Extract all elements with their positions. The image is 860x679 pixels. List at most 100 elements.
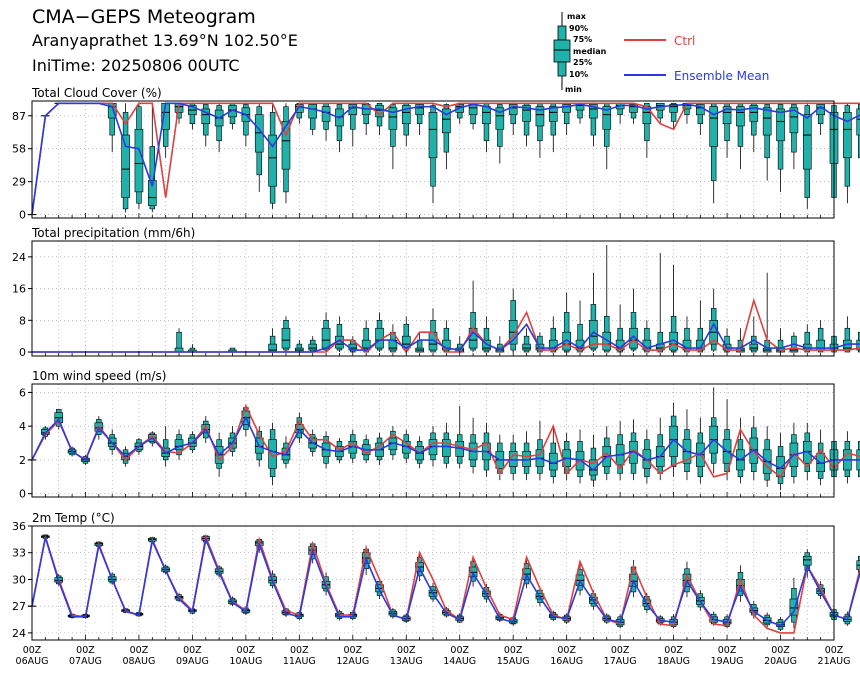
- box-inner: [602, 331, 612, 351]
- box-inner: [535, 106, 545, 127]
- box-inner: [856, 339, 860, 351]
- x-date-label: 18AUG: [657, 656, 690, 667]
- legend-p75-label: 75%: [573, 35, 592, 44]
- box-inner: [843, 112, 852, 159]
- x-hour-label: 00Z: [557, 645, 576, 656]
- panel-title: 2m Temp (°C): [32, 511, 115, 525]
- y-tick-label: 2: [19, 454, 26, 467]
- box-inner: [709, 106, 719, 147]
- box-inner: [281, 327, 291, 349]
- box-inner: [749, 343, 759, 351]
- x-hour-label: 00Z: [23, 645, 42, 656]
- x-hour-label: 00Z: [343, 645, 362, 656]
- y-tick-label: 4: [19, 420, 26, 433]
- x-hour-label: 00Z: [237, 645, 256, 656]
- legend-min-label: min: [565, 85, 582, 94]
- x-date-label: 07AUG: [69, 656, 102, 667]
- y-tick-label: 33: [12, 547, 26, 560]
- legend-max-label: max: [567, 12, 587, 21]
- x-hour-label: 00Z: [504, 645, 523, 656]
- y-tick-label: 24: [12, 627, 26, 640]
- box-inner: [442, 108, 451, 134]
- legend-ctrl-label: Ctrl: [674, 34, 695, 48]
- box-inner: [442, 439, 451, 457]
- box-inner: [789, 598, 799, 616]
- box-inner: [736, 106, 745, 127]
- y-tick-label: 0: [19, 488, 26, 501]
- x-date-label: 09AUG: [176, 656, 209, 667]
- panel-title: Total Cloud Cover (%): [31, 86, 162, 100]
- legend-mean-label: Ensemble Mean: [674, 69, 769, 83]
- box-inner: [802, 555, 812, 566]
- box-inner: [669, 104, 678, 113]
- box-inner: [629, 327, 638, 349]
- box-inner: [856, 108, 860, 136]
- box-inner: [495, 107, 505, 130]
- box-inner: [201, 108, 211, 125]
- x-hour-label: 00Z: [183, 645, 202, 656]
- x-date-label: 08AUG: [122, 656, 155, 667]
- box-inner: [548, 106, 558, 122]
- box-inner: [522, 343, 531, 351]
- panel-title: 10m wind speed (m/s): [32, 369, 166, 383]
- box-inner: [415, 104, 424, 115]
- y-tick-label: 27: [12, 600, 26, 613]
- x-hour-label: 00Z: [718, 645, 737, 656]
- legend-box-labels: max 90% 75% median 25% 10% min: [565, 12, 607, 94]
- legend-p10-label: 10%: [569, 70, 588, 79]
- y-tick-label: 87: [12, 110, 26, 123]
- box-inner: [562, 331, 571, 351]
- legend-p25-label: 25%: [573, 58, 592, 67]
- legend: max 90% 75% median 25% 10% min Ctrl Ense…: [553, 12, 769, 94]
- x-date-label: 14AUG: [443, 656, 476, 667]
- ensemble-mean-line: [31, 102, 860, 215]
- legend-median-label: median: [573, 47, 607, 56]
- box-inner: [776, 108, 785, 142]
- box-inner: [308, 104, 318, 119]
- box-inner: [789, 107, 799, 134]
- y-tick-label: 0: [19, 346, 26, 359]
- x-hour-label: 00Z: [611, 645, 630, 656]
- box-inner: [562, 104, 571, 113]
- x-hour-label: 00Z: [130, 645, 149, 656]
- x-hour-label: 00Z: [664, 645, 683, 656]
- x-hour-label: 00Z: [825, 645, 844, 656]
- x-date-label: 12AUG: [336, 656, 369, 667]
- box-inner: [669, 425, 678, 457]
- box-inner: [802, 114, 812, 170]
- x-date-label: 10AUG: [229, 656, 262, 667]
- y-tick-label: 0: [19, 209, 26, 222]
- box-outer: [577, 323, 583, 353]
- box-inner: [401, 105, 411, 125]
- box-outer: [804, 331, 810, 353]
- y-tick-label: 30: [12, 573, 26, 586]
- panel-title: Total precipitation (mm/6h): [31, 226, 195, 240]
- x-date-label: 21AUG: [818, 656, 851, 667]
- legend-p90-label: 90%: [569, 24, 588, 33]
- box-inner: [121, 134, 130, 198]
- x-date-label: 15AUG: [497, 656, 530, 667]
- box-inner: [468, 104, 478, 115]
- y-tick-label: 8: [19, 314, 26, 327]
- ctrl-series-line: [31, 102, 860, 215]
- x-date-label: 11AUG: [283, 656, 316, 667]
- init-time-label: IniTime: 20250806 00UTC: [32, 56, 240, 75]
- box-inner: [268, 134, 277, 187]
- box-inner: [722, 106, 732, 125]
- x-date-label: 16AUG: [550, 656, 583, 667]
- box-inner: [134, 129, 144, 193]
- y-tick-label: 58: [12, 143, 26, 156]
- x-date-label: 06AUG: [16, 656, 49, 667]
- x-hour-label: 00Z: [771, 645, 790, 656]
- x-hour-label: 00Z: [290, 645, 309, 656]
- x-date-label: 19AUG: [711, 656, 744, 667]
- y-tick-label: 6: [19, 386, 26, 399]
- y-tick-label: 16: [12, 283, 26, 296]
- box-inner: [268, 439, 277, 469]
- box-outer: [657, 331, 663, 353]
- box-inner: [321, 327, 331, 349]
- box-inner: [308, 343, 318, 351]
- box-inner: [589, 104, 598, 119]
- box-inner: [762, 107, 772, 136]
